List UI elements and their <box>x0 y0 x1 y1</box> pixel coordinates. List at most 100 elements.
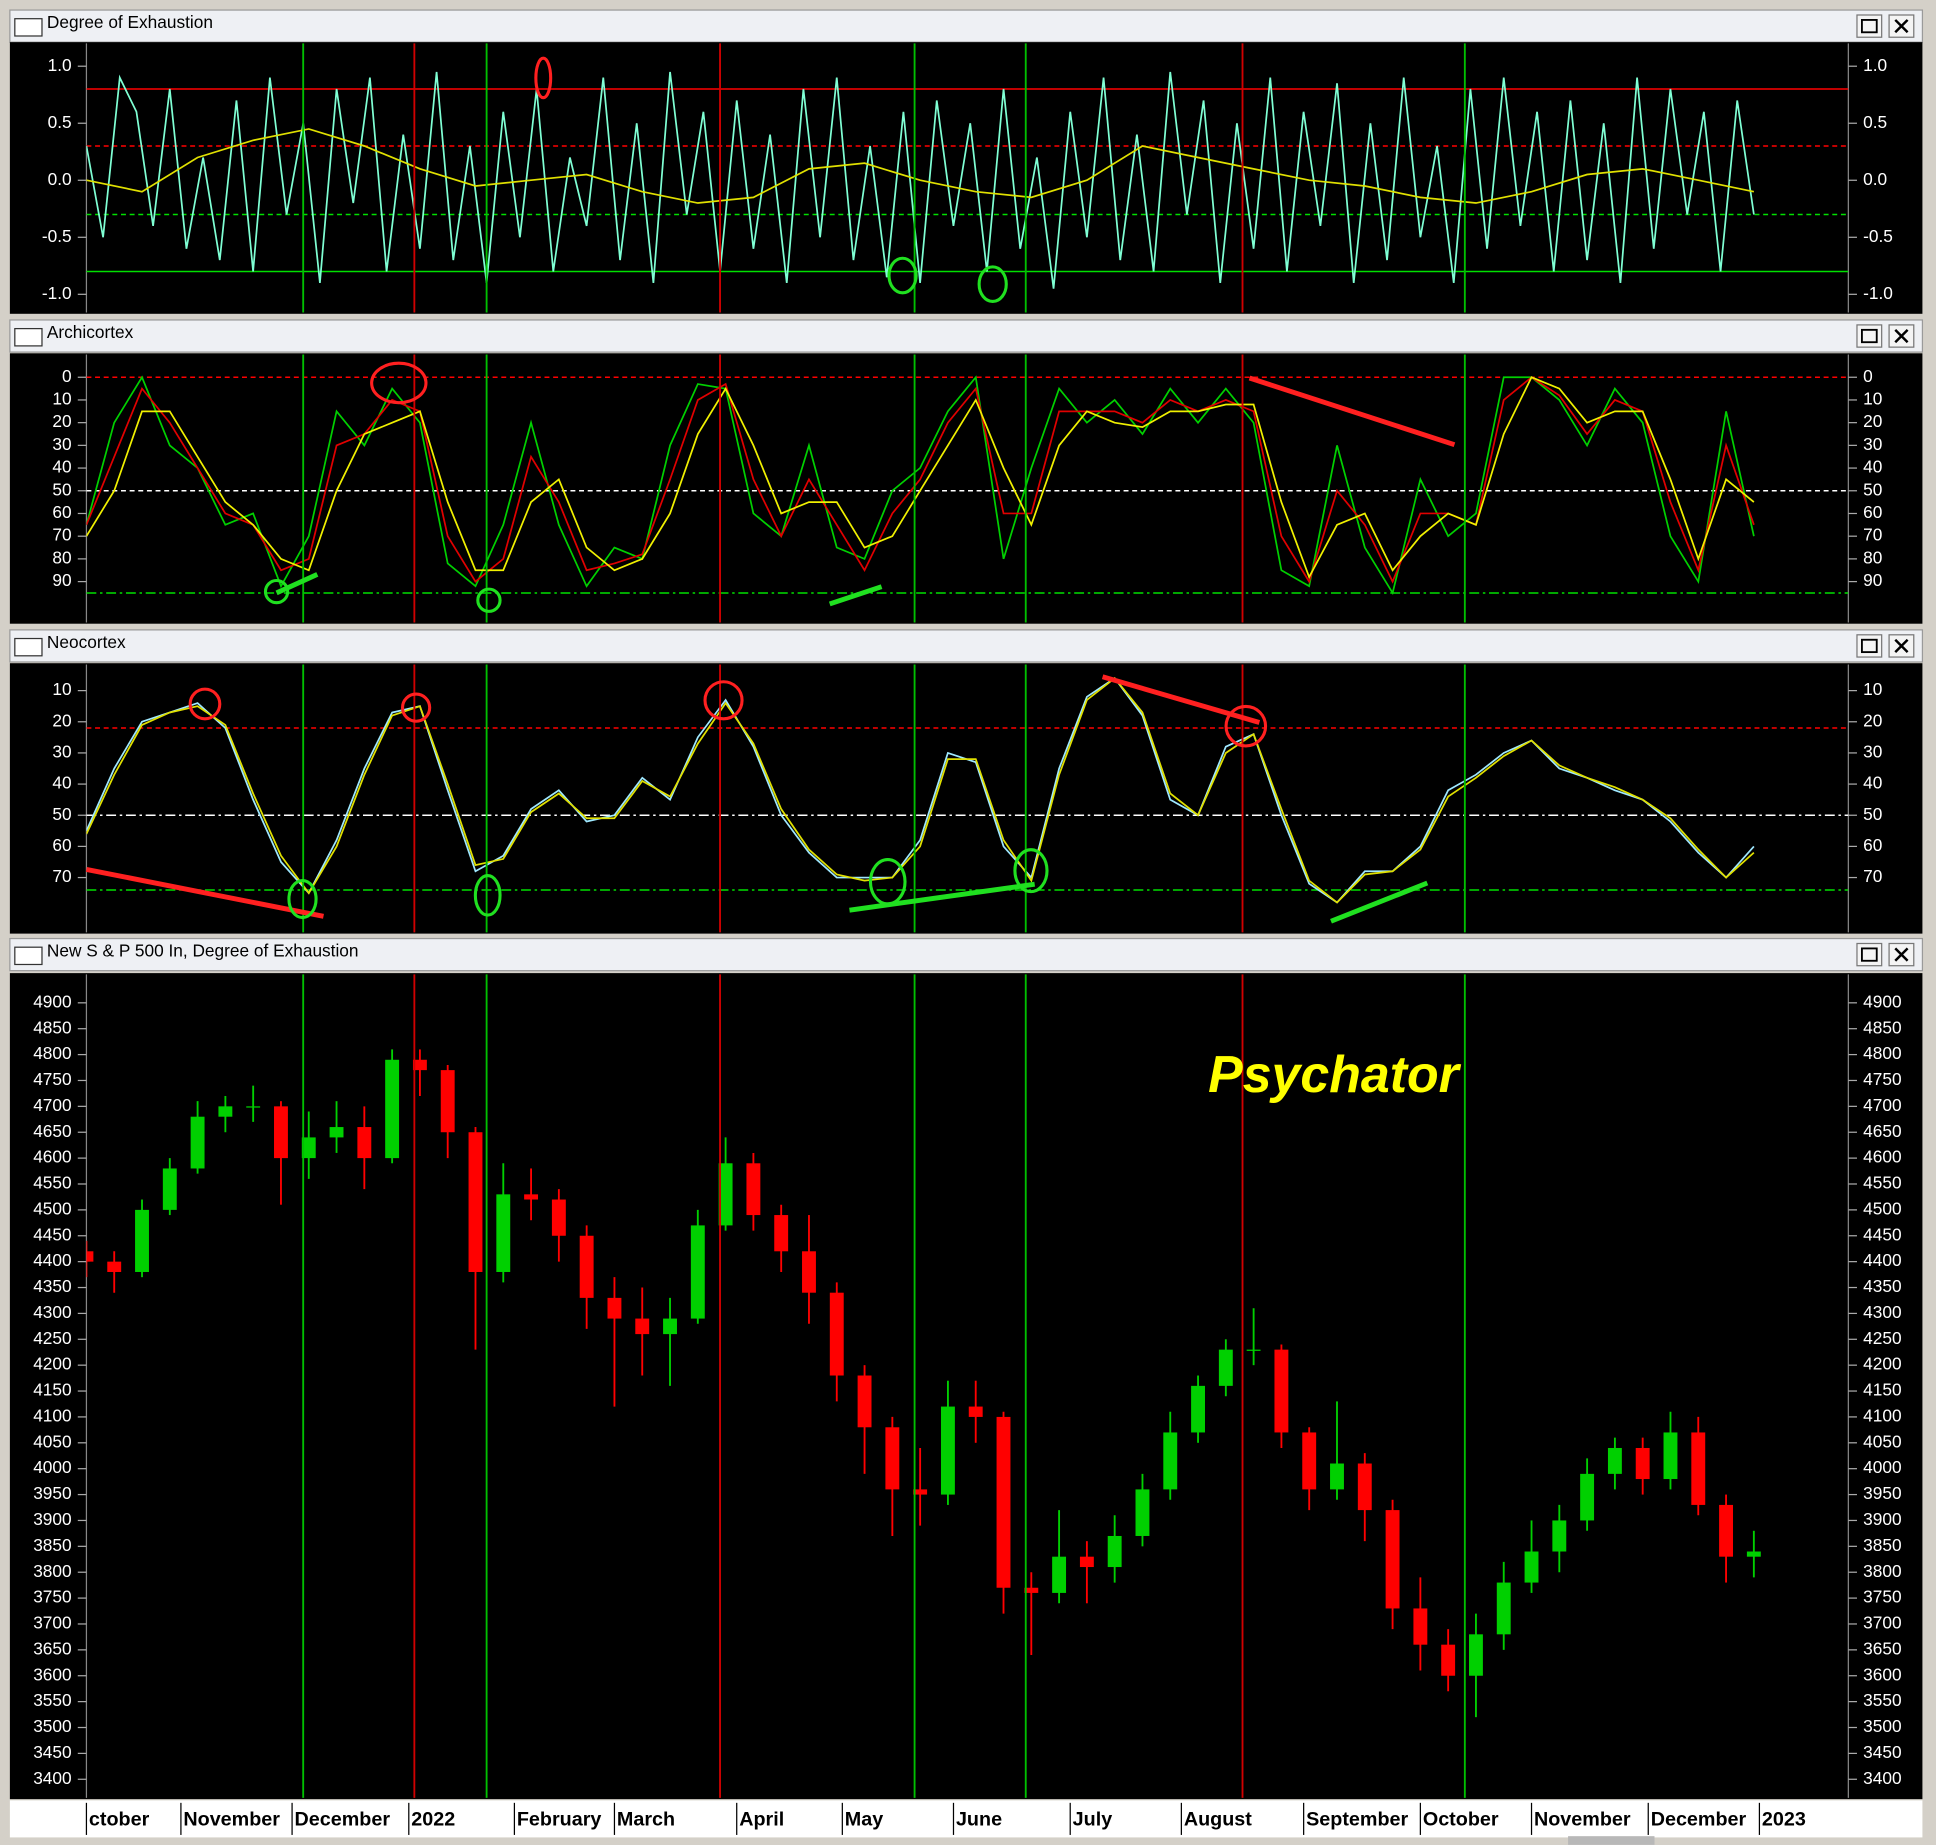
maximize-button[interactable] <box>1856 324 1883 348</box>
candle-body <box>635 1318 650 1335</box>
y-tick-label: 3450 <box>1863 1742 1901 1762</box>
panel-title: Archicortex <box>47 322 134 342</box>
circle-annotation <box>703 680 744 721</box>
button-glyph <box>1860 947 1878 962</box>
y-tick-label: -1.0 <box>42 283 72 303</box>
button-frame <box>1856 324 1883 348</box>
panel-title: New S & P 500 In, Degree of Exhaustion <box>47 941 359 961</box>
panel-title: Neocortex <box>47 632 126 652</box>
x-tick-label: July <box>1073 1808 1113 1830</box>
y-tick-label: 3450 <box>33 1742 71 1762</box>
y-tick-label: 3400 <box>33 1768 71 1788</box>
y-tick-label: 1.0 <box>48 55 72 75</box>
y-tick-label: 4600 <box>33 1147 71 1167</box>
candle-body <box>496 1194 511 1272</box>
x-tick-label: ctober <box>89 1808 150 1830</box>
candle-body <box>1580 1473 1595 1521</box>
candle-body <box>551 1199 566 1236</box>
candle-body <box>385 1059 400 1159</box>
maximize-button[interactable] <box>1856 634 1883 658</box>
close-button[interactable] <box>1888 324 1915 348</box>
close-button[interactable] <box>1888 634 1915 658</box>
y-tick-label: 80 <box>52 547 71 567</box>
circle-annotation <box>887 256 918 295</box>
x-tick-label: December <box>295 1808 391 1830</box>
candle-body <box>1635 1447 1650 1480</box>
maximize-button[interactable] <box>1856 14 1883 38</box>
y-tick-label: 4850 <box>33 1017 71 1037</box>
close-button[interactable] <box>1888 942 1915 967</box>
x-axis: ctober November December 2022 February March A… <box>85 1802 1806 1835</box>
y-tick-label: 50 <box>52 804 71 824</box>
candle-body <box>690 1225 705 1319</box>
y-tick-label: 4700 <box>33 1095 71 1115</box>
y-tick-label: 4000 <box>1863 1457 1901 1477</box>
panel-background <box>9 973 1923 1800</box>
close-button[interactable] <box>1888 14 1915 38</box>
y-tick-label: 70 <box>52 525 71 545</box>
x-tick-label: December <box>1651 1808 1747 1830</box>
y-tick-label: 3900 <box>1863 1509 1901 1529</box>
circle-annotation <box>400 692 432 723</box>
panel-background <box>9 42 1923 314</box>
y-tick-label: 60 <box>1863 835 1882 855</box>
trend-line <box>1101 674 1261 725</box>
y-tick-label: 4750 <box>33 1069 71 1089</box>
y-tick-label: 20 <box>1863 411 1882 431</box>
trend-line <box>85 866 324 919</box>
y-tick-label: 3800 <box>1863 1561 1901 1581</box>
circle-annotation <box>370 361 428 405</box>
panel-background <box>9 663 1923 934</box>
panel-title-bar <box>9 937 1924 972</box>
x-axis-strip <box>9 1800 1923 1838</box>
y-tick-label: 4900 <box>1863 991 1901 1011</box>
candle-body <box>1302 1432 1317 1490</box>
y-tick-label: 0.5 <box>48 112 72 132</box>
series-line <box>86 375 1755 596</box>
candle-body <box>1719 1504 1734 1557</box>
y-tick-label: 4200 <box>1863 1354 1901 1374</box>
y-tick-label: 4000 <box>33 1457 71 1477</box>
y-tick-label: 3650 <box>1863 1638 1901 1658</box>
candle-body <box>1163 1432 1178 1490</box>
candle-body <box>274 1106 288 1159</box>
candle-body <box>1663 1432 1678 1480</box>
candle-body <box>1357 1463 1372 1511</box>
chrome: Degree of Exhaustion Archicortex Neocortex… <box>9 9 1924 972</box>
candle-body <box>218 1106 233 1117</box>
panel-icon <box>14 327 43 347</box>
y-tick-label: -1.0 <box>1863 283 1893 303</box>
y-tick-label: 4550 <box>33 1173 71 1193</box>
maximize-button[interactable] <box>1856 942 1883 967</box>
circle-annotation <box>473 874 502 917</box>
candle-body <box>1274 1349 1289 1433</box>
button-frame <box>1856 14 1883 38</box>
y-tick-label: 10 <box>1863 389 1882 409</box>
candle-body <box>579 1235 594 1298</box>
y-tick-label: 3850 <box>33 1535 71 1555</box>
y-tick-label: 40 <box>52 773 71 793</box>
plot-area <box>86 71 1849 289</box>
candle-body <box>440 1070 455 1133</box>
y-tick-label: 4750 <box>1863 1069 1901 1089</box>
candle-body <box>1191 1385 1205 1433</box>
y-tick-label: 4050 <box>33 1431 71 1451</box>
circle-annotation <box>1013 848 1049 894</box>
candle-body <box>1607 1447 1622 1474</box>
panel-title-bar <box>9 629 1924 663</box>
y-tick-label: 10 <box>1863 679 1882 699</box>
y-tick-label: 60 <box>52 835 71 855</box>
candle-body <box>1524 1551 1539 1583</box>
candle-body <box>718 1163 733 1226</box>
y-tick-label: 3700 <box>1863 1613 1901 1633</box>
button-glyph <box>1860 638 1878 654</box>
panel-background <box>9 353 1923 624</box>
y-tick-label: 20 <box>52 411 71 431</box>
y-tick-label: 4800 <box>33 1043 71 1063</box>
y-tick-label: 70 <box>1863 866 1882 886</box>
y-tick-label: 4850 <box>1863 1017 1901 1037</box>
scrollbar-thumb[interactable] <box>1568 1836 1655 1845</box>
y-tick-label: 3550 <box>33 1690 71 1710</box>
